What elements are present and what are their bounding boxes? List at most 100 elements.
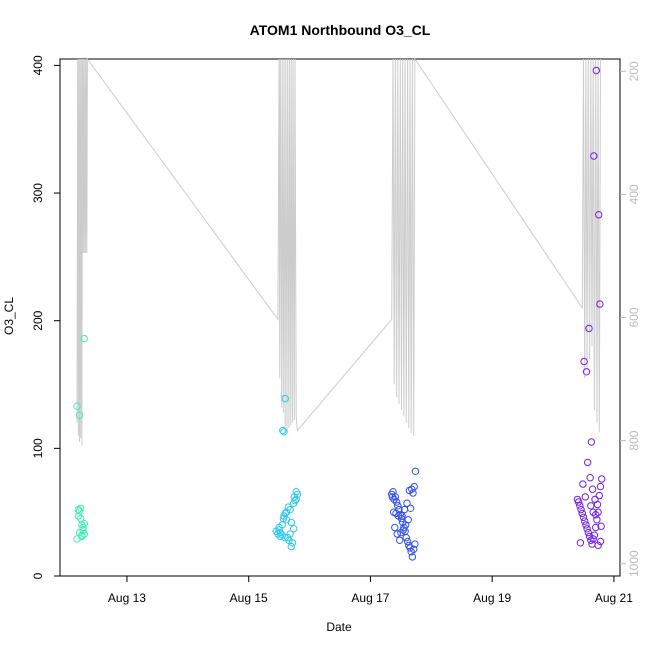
data-point [393, 530, 401, 538]
scatter-points-layer [73, 66, 606, 561]
x-tick-label: Aug 21 [595, 591, 633, 605]
data-point [74, 505, 83, 514]
data-point [598, 475, 606, 483]
data-point [75, 411, 84, 419]
data-point [404, 516, 412, 524]
data-point [595, 211, 603, 219]
data-point [590, 152, 598, 160]
data-point [581, 517, 589, 525]
data-point [587, 502, 595, 510]
data-point [594, 541, 602, 550]
data-point [281, 534, 289, 542]
data-point [579, 480, 587, 488]
data-point [392, 498, 401, 506]
data-point [79, 523, 87, 532]
x-axis: Aug 13 Aug 15 Aug 17 Aug 19 Aug 21 [108, 576, 633, 605]
y-axis-label: O3_CL [2, 297, 16, 335]
data-point [584, 458, 592, 467]
data-point [78, 531, 86, 539]
data-point [594, 508, 602, 516]
data-point [596, 300, 604, 308]
data-point [576, 539, 585, 547]
data-point [292, 495, 300, 504]
data-point [588, 485, 597, 493]
data-point [593, 516, 601, 524]
data-point [582, 521, 590, 529]
y-tick-label: 400 [31, 55, 45, 75]
data-point [584, 528, 592, 537]
data-point [579, 513, 588, 521]
data-point [73, 402, 81, 410]
data-point [587, 438, 596, 446]
x-axis-label: Date [326, 620, 352, 634]
data-point [403, 499, 411, 507]
data-point [286, 505, 294, 514]
data-point [80, 334, 89, 343]
data-point [400, 505, 409, 514]
data-point [290, 499, 298, 507]
data-point [391, 493, 400, 501]
data-point [576, 502, 584, 510]
data-point [287, 542, 295, 551]
y-tick-label: 100 [31, 438, 45, 458]
y-tick-label: 0 [31, 572, 45, 579]
chart-title: ATOM1 Northbound O3_CL [250, 22, 431, 38]
y2-tick-label: 200 [627, 61, 641, 81]
pressure-line [76, 57, 601, 446]
data-point [403, 537, 412, 546]
data-point [280, 428, 288, 436]
x-tick-label: Aug 13 [108, 591, 146, 605]
data-point [286, 530, 294, 538]
data-point [280, 512, 288, 520]
data-point [75, 528, 84, 537]
data-point [80, 520, 89, 528]
data-point [279, 426, 287, 435]
y2-tick-label: 1000 [627, 550, 641, 577]
data-point [583, 525, 591, 533]
data-point [396, 536, 404, 544]
y-tick-label: 200 [31, 310, 45, 330]
data-point [578, 509, 586, 518]
data-point [397, 528, 405, 537]
data-point [407, 548, 415, 556]
data-point [408, 553, 417, 561]
data-point [580, 357, 588, 366]
y-tick-label: 300 [31, 183, 45, 203]
data-point [592, 523, 600, 532]
data-point [411, 467, 420, 475]
data-point [590, 531, 599, 539]
data-point [597, 522, 605, 530]
data-point [585, 324, 593, 333]
data-point [577, 505, 585, 514]
data-point [595, 491, 603, 500]
data-point [410, 545, 418, 553]
data-point [592, 511, 600, 519]
data-point [276, 528, 284, 537]
data-point [394, 502, 402, 510]
data-point [574, 498, 583, 506]
x-tick-label: Aug 17 [351, 591, 389, 605]
data-point [402, 534, 410, 542]
x-tick-label: Aug 19 [473, 591, 511, 605]
data-point [281, 394, 289, 403]
data-point [408, 485, 416, 493]
y2-tick-label: 600 [627, 307, 641, 327]
data-point [282, 508, 291, 516]
y2-tick-label: 800 [627, 430, 641, 450]
data-point [410, 482, 418, 491]
data-point [392, 509, 400, 518]
data-point [411, 540, 419, 548]
y2-tick-label: 400 [627, 184, 641, 204]
data-point [596, 482, 605, 491]
data-point [581, 493, 589, 501]
data-point [391, 523, 399, 532]
x-tick-label: Aug 15 [230, 591, 268, 605]
data-point [398, 512, 406, 520]
data-point [288, 539, 297, 547]
data-point [593, 500, 602, 509]
data-point [589, 508, 597, 516]
y2-axis: 200 400 600 800 1000 [620, 61, 641, 577]
pressure-line-layer [76, 57, 601, 446]
data-point [582, 368, 591, 376]
